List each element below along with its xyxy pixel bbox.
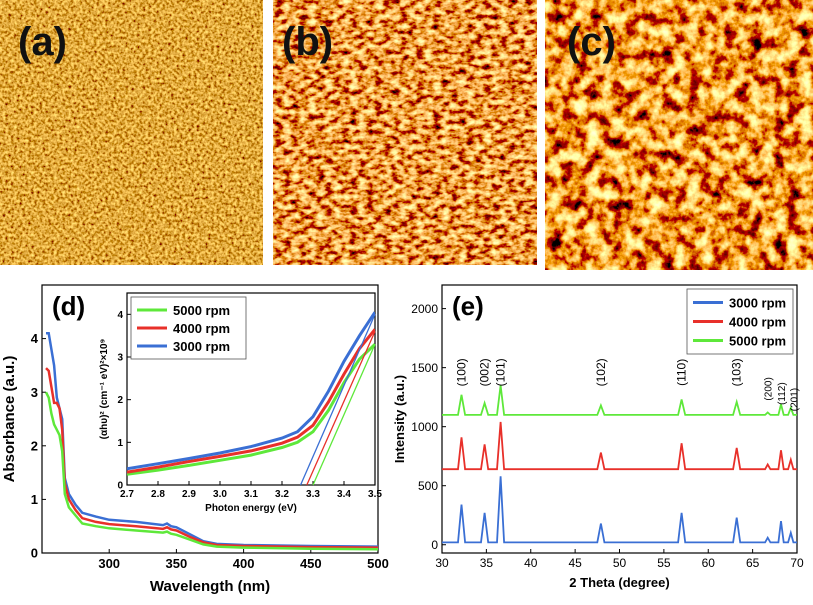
- legend-label: 5000 rpm: [729, 334, 786, 349]
- series-line: [45, 367, 378, 549]
- legend-label: 5000 rpm: [173, 303, 230, 318]
- afm-image: [545, 0, 813, 270]
- peak-annotation: (112): [777, 382, 788, 405]
- legend-label: 4000 rpm: [173, 321, 230, 336]
- y-tick-label: 0: [31, 546, 38, 561]
- x-tick-label: 35: [480, 556, 494, 570]
- x-tick-label: 500: [367, 556, 389, 571]
- x-tick-label: 3.0: [213, 489, 227, 500]
- x-tick-label: 2.8: [151, 489, 165, 500]
- peak-annotation: (102): [594, 358, 608, 386]
- y-tick-label: 4: [31, 331, 39, 346]
- peak-annotation: (103): [730, 358, 744, 386]
- y-tick-label: 0: [431, 538, 438, 552]
- x-tick-label: 40: [524, 556, 538, 570]
- x-tick-label: 3.2: [275, 489, 289, 500]
- y-tick-label: 2000: [411, 302, 438, 316]
- y-tick-label: 1: [31, 492, 38, 507]
- y-tick-label: 1500: [411, 361, 438, 375]
- x-tick-label: 50: [613, 556, 627, 570]
- panel-label: (b): [282, 20, 333, 64]
- fit-line: [312, 343, 376, 486]
- y-tick-label: 4: [117, 310, 123, 321]
- x-tick-label: 3.3: [306, 489, 320, 500]
- x-tick-label: 3.4: [337, 489, 351, 500]
- peak-annotation: (200): [764, 377, 775, 400]
- y-axis-label: Intensity (a.u.): [392, 375, 407, 463]
- x-tick-label: 70: [790, 556, 804, 570]
- x-tick-label: 3.1: [244, 489, 258, 500]
- y-tick-label: 1: [117, 438, 123, 449]
- panel-label: (c): [567, 20, 616, 64]
- x-tick-label: 2.7: [120, 489, 134, 500]
- panel-label: (d): [52, 291, 85, 321]
- series-line: [442, 421, 797, 471]
- afm-image: [0, 0, 263, 265]
- x-tick-label: 45: [568, 556, 582, 570]
- x-tick-label: 300: [98, 556, 120, 571]
- series-line: [442, 385, 797, 416]
- x-tick-label: 3.5: [368, 489, 382, 500]
- x-tick-label: 55: [657, 556, 671, 570]
- x-tick-label: 350: [166, 556, 188, 571]
- fit-line: [300, 314, 376, 486]
- y-axis-label: (αhυ)² (cm⁻¹ eV)²×10⁹: [99, 338, 110, 439]
- peak-annotation: (101): [494, 358, 508, 386]
- y-tick-label: 3: [117, 353, 123, 364]
- y-tick-label: 3: [31, 385, 38, 400]
- legend-label: 4000 rpm: [729, 315, 786, 330]
- series-line: [127, 328, 375, 474]
- peak-annotation: (100): [455, 358, 469, 386]
- peak-annotation: (110): [675, 359, 689, 386]
- x-tick-label: 450: [300, 556, 322, 571]
- y-tick-label: 1000: [411, 420, 438, 434]
- x-axis-label: Wavelength (nm): [150, 578, 270, 595]
- x-tick-label: 2.9: [182, 489, 196, 500]
- x-axis-label: 2 Theta (degree): [569, 575, 669, 590]
- series-line: [44, 391, 378, 551]
- y-tick-label: 2: [31, 438, 38, 453]
- peak-annotation: (201): [789, 388, 800, 411]
- x-axis-label: Photon energy (eV): [205, 503, 297, 514]
- panel-label: (a): [18, 20, 67, 64]
- x-tick-label: 60: [702, 556, 716, 570]
- legend-box: [686, 288, 794, 355]
- x-tick-label: 65: [746, 556, 760, 570]
- series-line: [127, 311, 375, 471]
- fit-line: [306, 331, 376, 486]
- legend-label: 3000 rpm: [729, 296, 786, 311]
- y-tick-label: 2: [117, 395, 123, 406]
- afm-image: [273, 0, 537, 265]
- x-tick-label: 400: [233, 556, 255, 571]
- peak-annotation: (002): [478, 358, 492, 386]
- x-tick-label: 30: [435, 556, 449, 570]
- series-line: [442, 476, 797, 544]
- legend-label: 3000 rpm: [173, 339, 230, 354]
- panel-label: (e): [452, 291, 484, 321]
- y-axis-label: Absorbance (a.u.): [1, 356, 18, 483]
- y-tick-label: 500: [418, 479, 438, 493]
- y-tick-label: 0: [117, 481, 123, 492]
